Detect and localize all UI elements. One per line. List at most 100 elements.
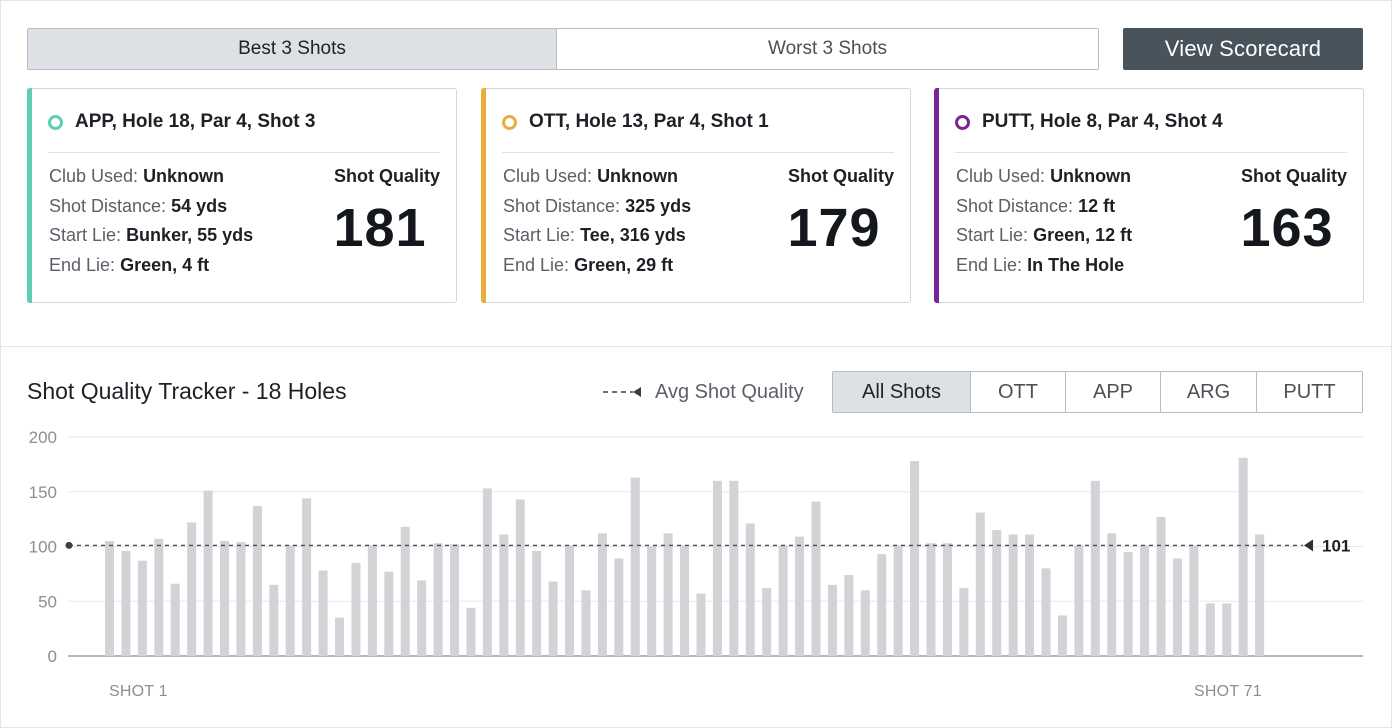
club-value: Unknown [1050, 166, 1132, 186]
bar [614, 558, 624, 656]
bar [203, 490, 213, 656]
card-header: APP, Hole 18, Par 4, Shot 3 [48, 109, 440, 153]
avg-legend-label: Avg Shot Quality [655, 380, 804, 403]
club-label: Club Used: [956, 166, 1046, 186]
shot-quality-value: 181 [333, 198, 427, 258]
filter-app[interactable]: APP [1065, 372, 1160, 412]
bar [170, 583, 180, 656]
dashed-arrow-icon [603, 387, 641, 397]
bar [795, 536, 805, 656]
bar [1123, 551, 1133, 656]
bar [1205, 603, 1215, 656]
distance-label: Shot Distance: [503, 195, 621, 216]
bar [565, 545, 575, 656]
bar [367, 545, 377, 656]
section-divider [0, 346, 1392, 347]
end-lie-label: End Lie: [49, 254, 116, 275]
card-header: OTT, Hole 13, Par 4, Shot 1 [502, 109, 894, 153]
bar [1189, 545, 1199, 656]
shot-card-1: APP, Hole 18, Par 4, Shot 3 Club Used: U… [27, 88, 457, 303]
y-tick-label: 100 [29, 538, 57, 557]
bar [893, 545, 903, 656]
tracker-title: Shot Quality Tracker - 18 Holes [27, 378, 347, 404]
bar [926, 543, 936, 656]
bar [269, 584, 279, 656]
bar [630, 477, 640, 656]
shot-type-filters: All Shots OTT APP ARG PUTT [832, 371, 1363, 413]
bar [121, 550, 131, 656]
bar [729, 480, 739, 656]
bar [1156, 516, 1166, 656]
bar [1107, 533, 1117, 656]
bar [877, 554, 887, 656]
end-lie-label: End Lie: [956, 254, 1023, 275]
view-scorecard-button[interactable]: View Scorecard [1123, 28, 1363, 70]
end-lie-value: Green, 29 ft [574, 254, 674, 275]
y-tick-label: 50 [38, 592, 57, 611]
shot-quality-label: Shot Quality [1240, 166, 1347, 186]
bar [1008, 534, 1018, 656]
bar [515, 499, 525, 656]
bar [1255, 534, 1265, 656]
filter-ott[interactable]: OTT [970, 372, 1065, 412]
bar [680, 545, 690, 656]
bar [1172, 558, 1182, 656]
bar [220, 541, 230, 656]
bar [1238, 457, 1248, 656]
shot-details: Club Used: Unknown Shot Distance: 325 yd… [503, 162, 691, 280]
bar [762, 588, 772, 656]
avg-legend: Avg Shot Quality [603, 378, 804, 406]
average-line-start-dot [65, 541, 73, 549]
bar [959, 588, 969, 656]
filter-arg[interactable]: ARG [1160, 372, 1256, 412]
bar [663, 533, 673, 656]
bar [236, 542, 246, 656]
club-value: Unknown [597, 166, 679, 186]
bar [285, 545, 295, 656]
start-lie-value: Tee, 316 yds [580, 225, 686, 245]
shot-quality-value: 179 [787, 198, 881, 258]
filter-all-shots[interactable]: All Shots [833, 372, 970, 412]
shots-toggle: Best 3 Shots Worst 3 Shots [27, 28, 1099, 70]
card-title: APP, Hole 18, Par 4, Shot 3 [75, 111, 316, 132]
bar [778, 545, 788, 656]
bar [548, 581, 558, 656]
bar [335, 617, 345, 656]
filter-putt[interactable]: PUTT [1256, 372, 1362, 412]
shot-quality-chart: 0 50 100 150 200 101 [29, 428, 1363, 666]
bar [450, 544, 460, 656]
bar [1074, 545, 1084, 656]
distance-label: Shot Distance: [956, 195, 1074, 216]
bar [137, 560, 147, 656]
bar [1041, 568, 1051, 656]
bar [1025, 534, 1035, 656]
card-header: PUTT, Hole 8, Par 4, Shot 4 [955, 109, 1347, 153]
bar [1090, 480, 1100, 656]
distance-value: 12 ft [1078, 195, 1116, 216]
bar [1057, 615, 1067, 656]
bar [712, 480, 722, 656]
club-label: Club Used: [49, 166, 139, 186]
average-marker-icon [1304, 539, 1313, 552]
best-shots-tab[interactable]: Best 3 Shots [28, 29, 557, 69]
x-label-last-shot: SHOT 71 [1194, 683, 1262, 700]
y-tick-label: 200 [29, 428, 57, 447]
bar [532, 550, 542, 656]
bar [811, 501, 821, 656]
shot-card-2: OTT, Hole 13, Par 4, Shot 1 Club Used: U… [481, 88, 911, 303]
bar [400, 526, 410, 656]
worst-shots-tab[interactable]: Worst 3 Shots [557, 29, 1098, 69]
shot-quality-label: Shot Quality [787, 166, 894, 186]
bar [910, 461, 920, 656]
shot-type-circle-icon [955, 115, 970, 130]
bar [581, 590, 591, 656]
bar [992, 530, 1002, 656]
bar [105, 541, 114, 656]
end-lie-value: In The Hole [1027, 254, 1125, 275]
shot-card-3: PUTT, Hole 8, Par 4, Shot 4 Club Used: U… [934, 88, 1364, 303]
card-title: OTT, Hole 13, Par 4, Shot 1 [529, 111, 769, 132]
start-lie-label: Start Lie: [956, 225, 1029, 245]
start-lie-value: Green, 12 ft [1033, 225, 1133, 245]
y-tick-label: 150 [29, 483, 57, 502]
bar [187, 522, 197, 656]
